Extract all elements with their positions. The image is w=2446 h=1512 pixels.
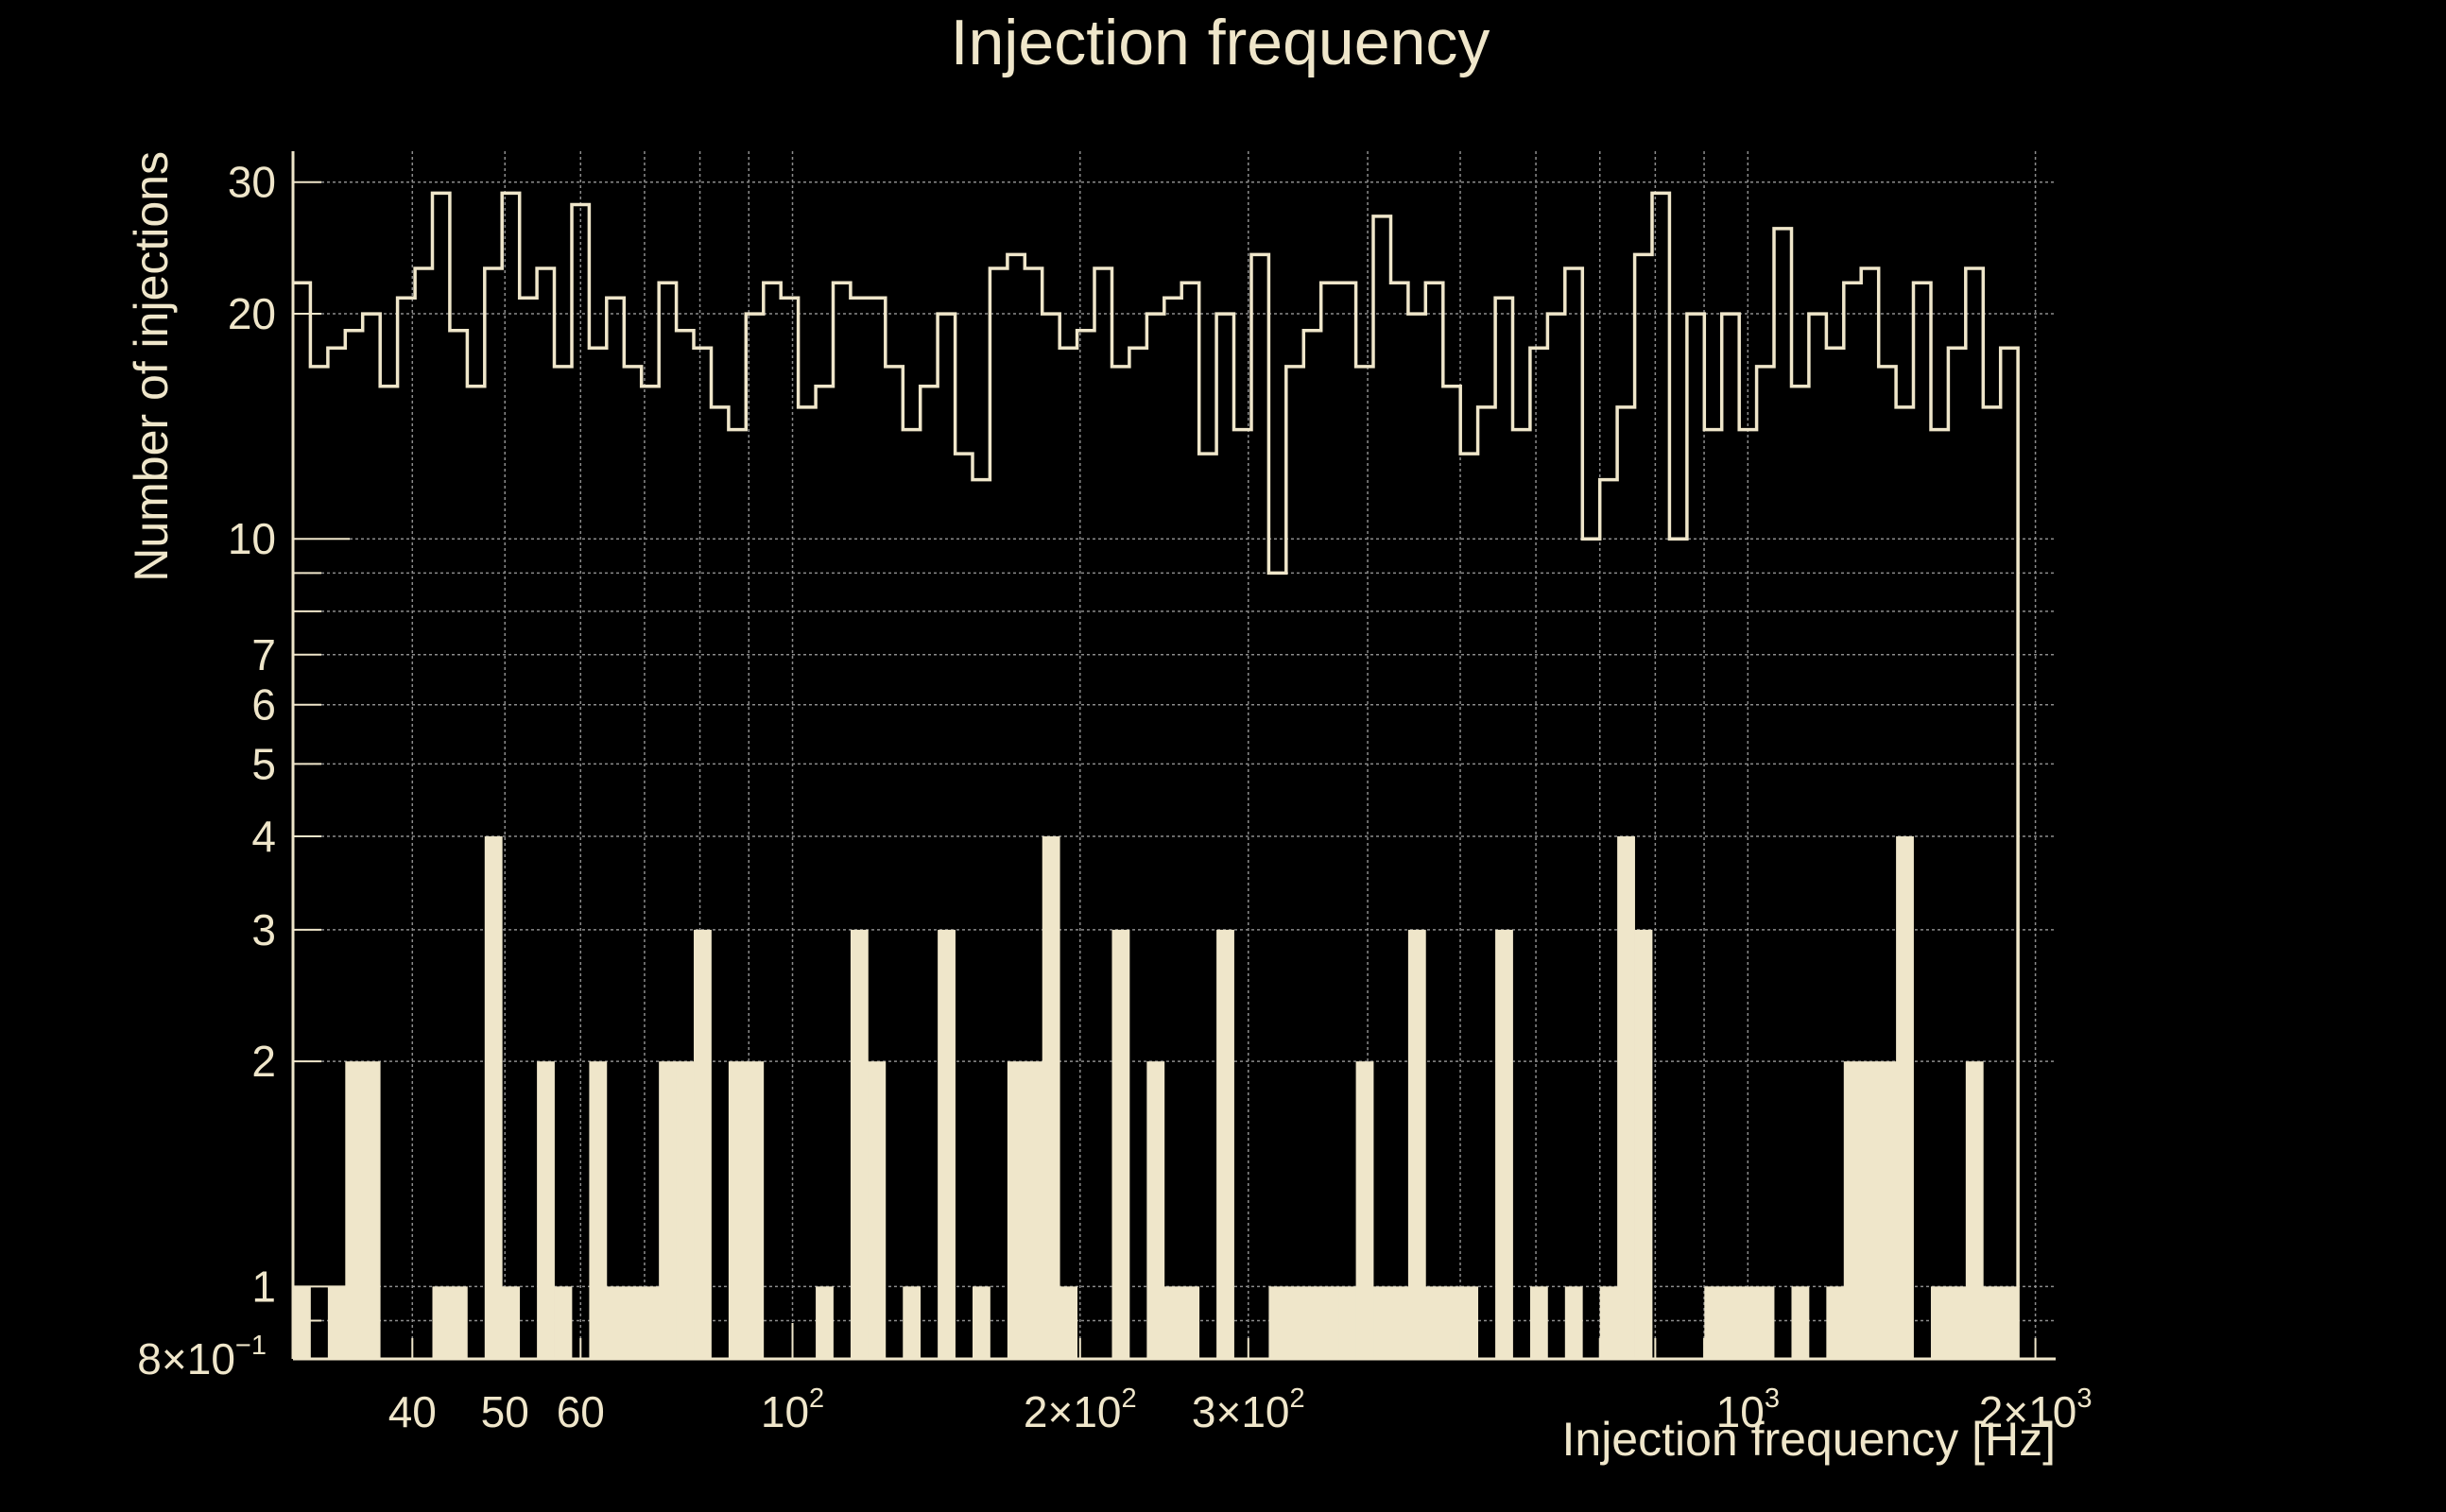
tick-label: 5 [251, 739, 276, 788]
x-axis-label: Injection frequency [Hz] [1562, 1413, 2057, 1466]
tick-label: 30 [228, 158, 276, 207]
histogram-bar [449, 1286, 468, 1359]
tick-label: 7 [251, 630, 276, 679]
histogram-bar [1861, 1061, 1880, 1359]
tick-label: 20 [228, 289, 276, 338]
histogram-bar [850, 929, 869, 1359]
histogram-bar [1896, 836, 1914, 1359]
tick-label: 2 [251, 1037, 276, 1086]
histogram-bar [502, 1286, 521, 1359]
filled-histogram-series [293, 836, 2019, 1359]
tick-label: 1 [251, 1262, 276, 1311]
histogram-bar [624, 1286, 643, 1359]
histogram-bar [1442, 1286, 1461, 1359]
histogram-bar [1843, 1061, 1862, 1359]
tick-label: 103 [1716, 1383, 1780, 1436]
tick-label: 2×103 [1979, 1383, 2093, 1436]
histogram-bar [694, 929, 712, 1359]
histogram-bar [816, 1286, 834, 1359]
x-tick-labels: 40 50 60 102 2×102 3×102 103 2×103 [388, 1383, 2093, 1436]
tick-label: 6 [251, 680, 276, 730]
histogram-bar [641, 1286, 660, 1359]
histogram-bar [659, 1061, 677, 1359]
histogram-bar [1355, 1061, 1374, 1359]
histogram-bar [1721, 1286, 1740, 1359]
histogram-bar [1320, 1286, 1339, 1359]
tick-label: 3×102 [1192, 1383, 1305, 1436]
histogram-bar [1460, 1286, 1479, 1359]
y-axis-label: Number of injections [125, 151, 178, 582]
histogram-bar [537, 1061, 555, 1359]
histogram-bar [1948, 1286, 1967, 1359]
histogram-bar [1599, 1286, 1618, 1359]
histogram-bar [903, 1286, 922, 1359]
plot-axes [291, 151, 2056, 1361]
histogram-bar [1704, 1286, 1723, 1359]
histogram-bar [868, 1061, 887, 1359]
tick-label: 3 [251, 905, 276, 954]
histogram-bar [1007, 1061, 1025, 1359]
tick-label: 4 [251, 812, 276, 861]
histogram-bar [728, 1061, 747, 1359]
histogram-bar [1146, 1061, 1165, 1359]
histogram-bar [1495, 929, 1513, 1359]
histogram-bar [1025, 1061, 1043, 1359]
y-tick-labels: 8×10−1 1 2 3 4 5 67 10 20 30 [137, 158, 276, 1383]
histogram-bar [432, 1286, 451, 1359]
histogram-bar [1181, 1286, 1200, 1359]
histogram-bar [606, 1286, 625, 1359]
histogram-bar [1739, 1286, 1758, 1359]
histogram-bar [293, 1286, 311, 1359]
histogram-bar [676, 1061, 695, 1359]
histogram-bar [1634, 929, 1653, 1359]
tick-label: 60 [557, 1387, 605, 1436]
tick-label: 10 [228, 514, 276, 563]
histogram-bar [1163, 1286, 1182, 1359]
histogram-bar [1983, 1286, 2002, 1359]
histogram-bar [938, 929, 956, 1359]
histogram-bar [327, 1286, 346, 1359]
histogram-bar [362, 1061, 381, 1359]
histogram-bar [1268, 1286, 1287, 1359]
histogram-bar [1111, 929, 1130, 1359]
histogram-bar [1826, 1286, 1845, 1359]
tick-label: 40 [388, 1387, 437, 1436]
histogram-bar [1390, 1286, 1409, 1359]
histogram-bar [1564, 1286, 1583, 1359]
histogram-bar [345, 1061, 364, 1359]
histogram-bar [1407, 929, 1426, 1359]
histogram-bar [1303, 1286, 1322, 1359]
histogram-bar [1529, 1286, 1548, 1359]
histogram-bar [1791, 1286, 1810, 1359]
chart-title: Injection frequency [951, 7, 1490, 78]
histogram-bar [589, 1061, 608, 1359]
histogram-bar [1059, 1286, 1078, 1359]
histogram-bar [1373, 1286, 1391, 1359]
histogram-bar [1878, 1061, 1897, 1359]
histogram-bar [1285, 1286, 1304, 1359]
histogram-bar [1965, 1061, 1984, 1359]
histogram-bar [1425, 1286, 1444, 1359]
histogram-bar [1617, 836, 1635, 1359]
tick-label: 102 [761, 1383, 824, 1436]
histogram-bar [2000, 1286, 2019, 1359]
tick-label: 50 [481, 1387, 529, 1436]
tick-label: 2×102 [1024, 1383, 1137, 1436]
histogram-bar [746, 1061, 765, 1359]
tick-label: 8×10−1 [137, 1331, 267, 1383]
histogram-bar [1930, 1286, 1949, 1359]
histogram-bar [1042, 836, 1060, 1359]
histogram-bar [1216, 929, 1234, 1359]
histogram-bar [1756, 1286, 1775, 1359]
histogram-bar [554, 1286, 573, 1359]
step-histogram-series [293, 191, 2020, 1359]
histogram-bar [1338, 1286, 1356, 1359]
histogram-bar [972, 1286, 990, 1359]
histogram-bar [484, 836, 503, 1359]
